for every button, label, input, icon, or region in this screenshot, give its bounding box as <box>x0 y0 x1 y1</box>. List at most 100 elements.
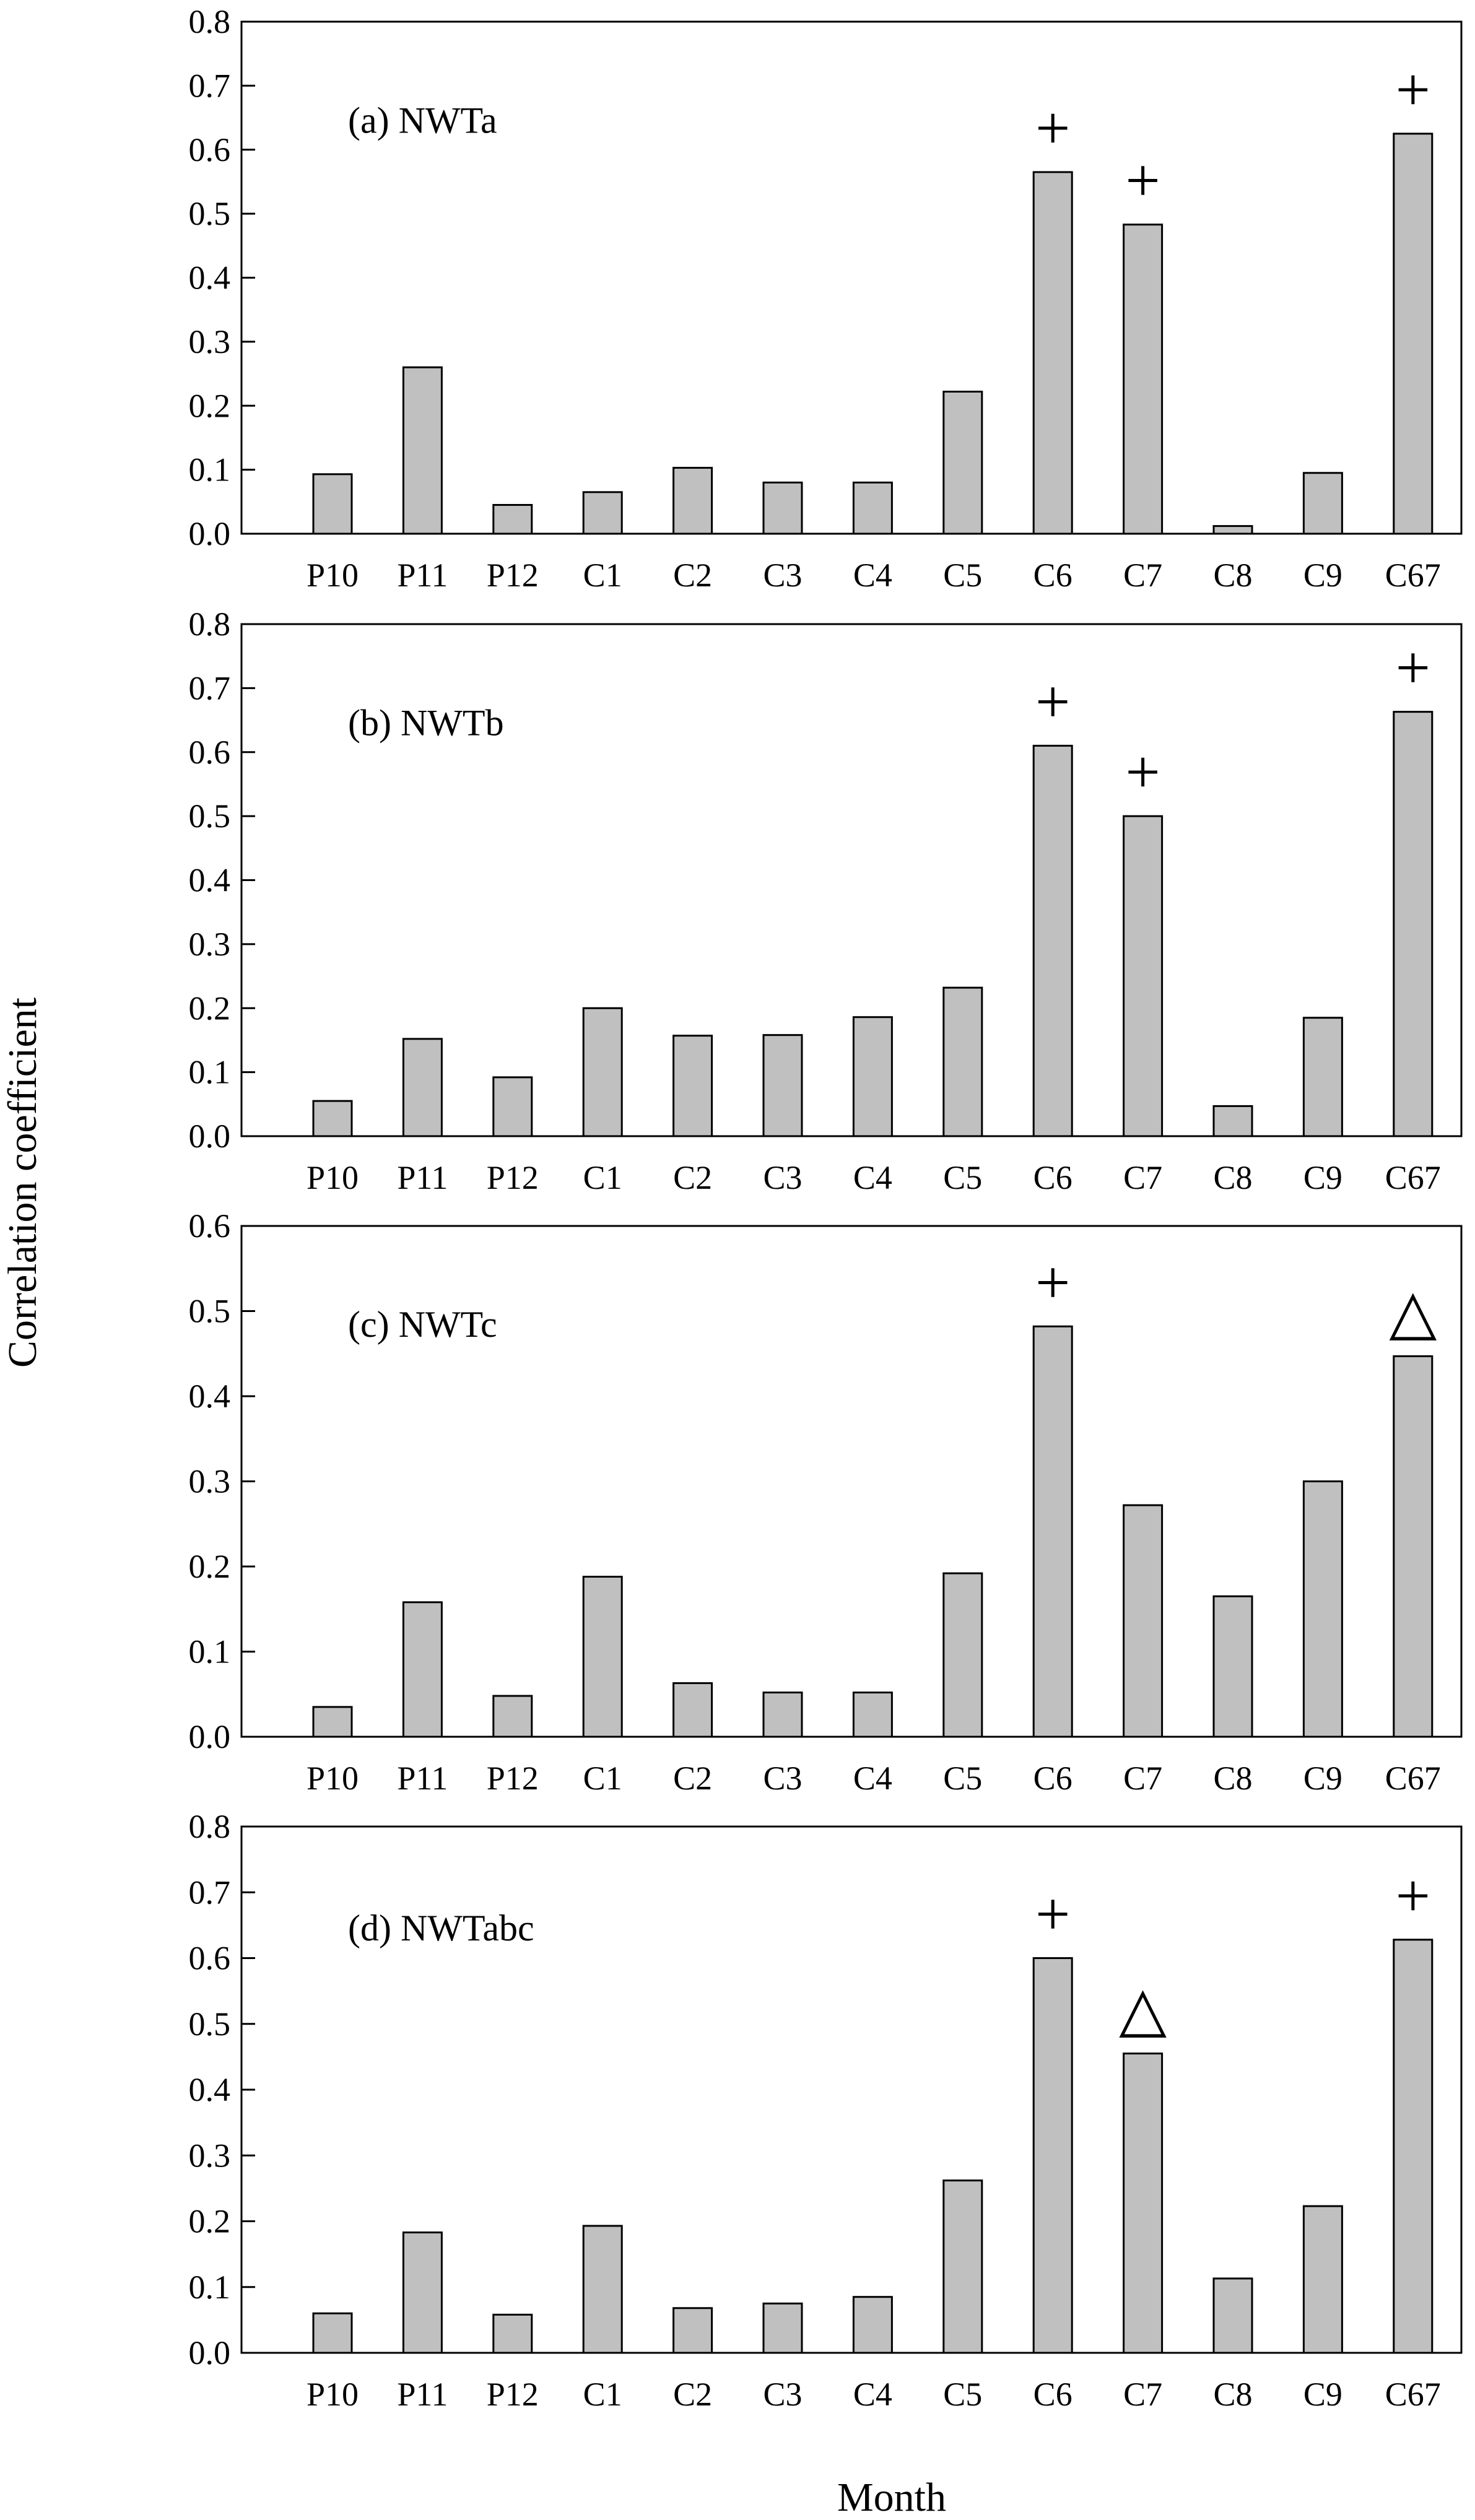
y-tick-label: 0.5 <box>189 195 231 232</box>
bar-c3 <box>762 1034 803 1137</box>
bar-c2 <box>672 1682 713 1738</box>
y-tick-label: 0.4 <box>189 2071 231 2108</box>
x-tick-label: C1 <box>583 1760 622 1797</box>
bar-c5 <box>942 1572 983 1738</box>
x-tick-label: C67 <box>1385 1760 1441 1797</box>
bar-c3 <box>762 2302 803 2354</box>
y-tick-label: 0.2 <box>189 387 231 424</box>
bar-p10 <box>312 1706 353 1738</box>
x-tick-label: C2 <box>673 557 712 594</box>
x-tick-label: C9 <box>1303 557 1342 594</box>
significance-plus-marker: + <box>1035 667 1070 736</box>
bar-p10 <box>312 1100 353 1137</box>
chart-panel-1: 0.0 0.1 0.2 0.3 0.4 0.5 0.6 0.7 0.8 (a) NWTa P10 P1… <box>189 3 1463 594</box>
x-axis-title: Month <box>837 2475 946 2520</box>
bar-c7 <box>1123 224 1164 535</box>
bar-p11 <box>402 2231 443 2354</box>
significance-plus-marker: + <box>1035 1248 1070 1316</box>
x-tick-label: C4 <box>853 1159 892 1196</box>
x-tick-label: C7 <box>1123 2376 1162 2413</box>
y-tick-label: 0.6 <box>189 131 231 168</box>
x-tick-label: C8 <box>1213 557 1252 594</box>
x-tick-label: C6 <box>1033 1760 1073 1797</box>
bar-c67 <box>1393 1939 1434 2354</box>
x-tick-label: C1 <box>583 2376 622 2413</box>
x-tick-label: C7 <box>1123 557 1162 594</box>
x-tick-label: C3 <box>763 2376 802 2413</box>
x-tick-label: C2 <box>673 2376 712 2413</box>
bar-c1 <box>582 1576 623 1738</box>
bar-c6 <box>1032 744 1073 1137</box>
y-tick-label: 0.8 <box>189 1808 231 1845</box>
y-tick-label: 0.5 <box>189 797 231 835</box>
y-tick-label: 0.3 <box>189 1463 231 1500</box>
x-tick-label: C9 <box>1303 1159 1342 1196</box>
y-tick-label: 0.1 <box>189 2269 231 2306</box>
bar-c7 <box>1123 2053 1164 2354</box>
bar-c6 <box>1032 1957 1073 2354</box>
bar-c8 <box>1212 2277 1253 2354</box>
y-tick-label: 0.2 <box>189 989 231 1027</box>
y-tick-label: 0.0 <box>189 2334 231 2371</box>
bar-c3 <box>762 1692 803 1738</box>
x-tick-label: C5 <box>943 557 982 594</box>
x-tick-label: P11 <box>397 1760 448 1797</box>
significance-triangle-marker: △ <box>1119 1975 1167 2044</box>
x-tick-label: C6 <box>1033 2376 1073 2413</box>
bar-c8 <box>1212 1595 1253 1738</box>
x-tick-label: C67 <box>1385 2376 1441 2413</box>
y-tick-label: 0.1 <box>189 451 231 489</box>
y-tick-label: 0.3 <box>189 926 231 963</box>
bar-c9 <box>1302 1017 1343 1137</box>
bar-c6 <box>1032 171 1073 535</box>
x-tick-label: C1 <box>583 557 622 594</box>
x-tick-label: C67 <box>1385 1159 1441 1196</box>
y-tick-label: 0.6 <box>189 734 231 771</box>
bar-c9 <box>1302 472 1343 535</box>
x-tick-label: C7 <box>1123 1760 1162 1797</box>
panel-title: (d) NWTabc <box>348 1908 534 1949</box>
x-tick-label: P10 <box>307 1760 359 1797</box>
x-tick-label: P10 <box>307 1159 359 1196</box>
bar-c9 <box>1302 2205 1343 2354</box>
x-tick-label: C2 <box>673 1159 712 1196</box>
significance-plus-marker: + <box>1396 1861 1430 1930</box>
bar-c3 <box>762 481 803 535</box>
y-tick-label: 0.0 <box>189 1118 231 1155</box>
x-tick-label: C8 <box>1213 2376 1252 2413</box>
bar-p12 <box>492 2313 533 2354</box>
x-tick-label: C5 <box>943 1159 982 1196</box>
x-tick-label: C3 <box>763 1760 802 1797</box>
y-tick-label: 0.5 <box>189 1293 231 1330</box>
x-tick-label: P10 <box>307 2376 359 2413</box>
x-tick-label: P12 <box>487 2376 539 2413</box>
y-tick-label: 0.6 <box>189 1207 231 1245</box>
panel-title: (c) NWTc <box>348 1304 497 1345</box>
bar-c4 <box>852 1692 893 1738</box>
x-tick-label: P11 <box>397 1159 448 1196</box>
bar-c8 <box>1212 525 1253 535</box>
bar-c5 <box>942 986 983 1137</box>
bar-c1 <box>582 1007 623 1137</box>
y-tick-label: 0.2 <box>189 1548 231 1585</box>
x-tick-label: P12 <box>487 1159 539 1196</box>
y-tick-label: 0.3 <box>189 2137 231 2174</box>
y-tick-label: 0.3 <box>189 323 231 360</box>
chart-panel-3: 0.0 0.1 0.2 0.3 0.4 0.5 0.6 (c) NWTc P10 P11 P12 C1… <box>189 1207 1463 1797</box>
x-tick-label: C5 <box>943 1760 982 1797</box>
bar-c2 <box>672 467 713 535</box>
x-tick-label: P10 <box>307 557 359 594</box>
significance-plus-marker: + <box>1125 737 1160 806</box>
x-tick-label: C4 <box>853 557 892 594</box>
bar-c5 <box>942 2179 983 2354</box>
bar-c67 <box>1393 1355 1434 1738</box>
bar-c2 <box>672 1035 713 1137</box>
significance-plus-marker: + <box>1125 146 1160 215</box>
bar-p10 <box>312 2312 353 2354</box>
chart-panel-2: 0.0 0.1 0.2 0.3 0.4 0.5 0.6 0.7 0.8 (b) NWTb P10 P1… <box>189 606 1463 1196</box>
y-tick-label: 0.4 <box>189 259 231 297</box>
x-tick-label: C9 <box>1303 2376 1342 2413</box>
bar-c67 <box>1393 133 1434 535</box>
x-tick-label: C3 <box>763 1159 802 1196</box>
